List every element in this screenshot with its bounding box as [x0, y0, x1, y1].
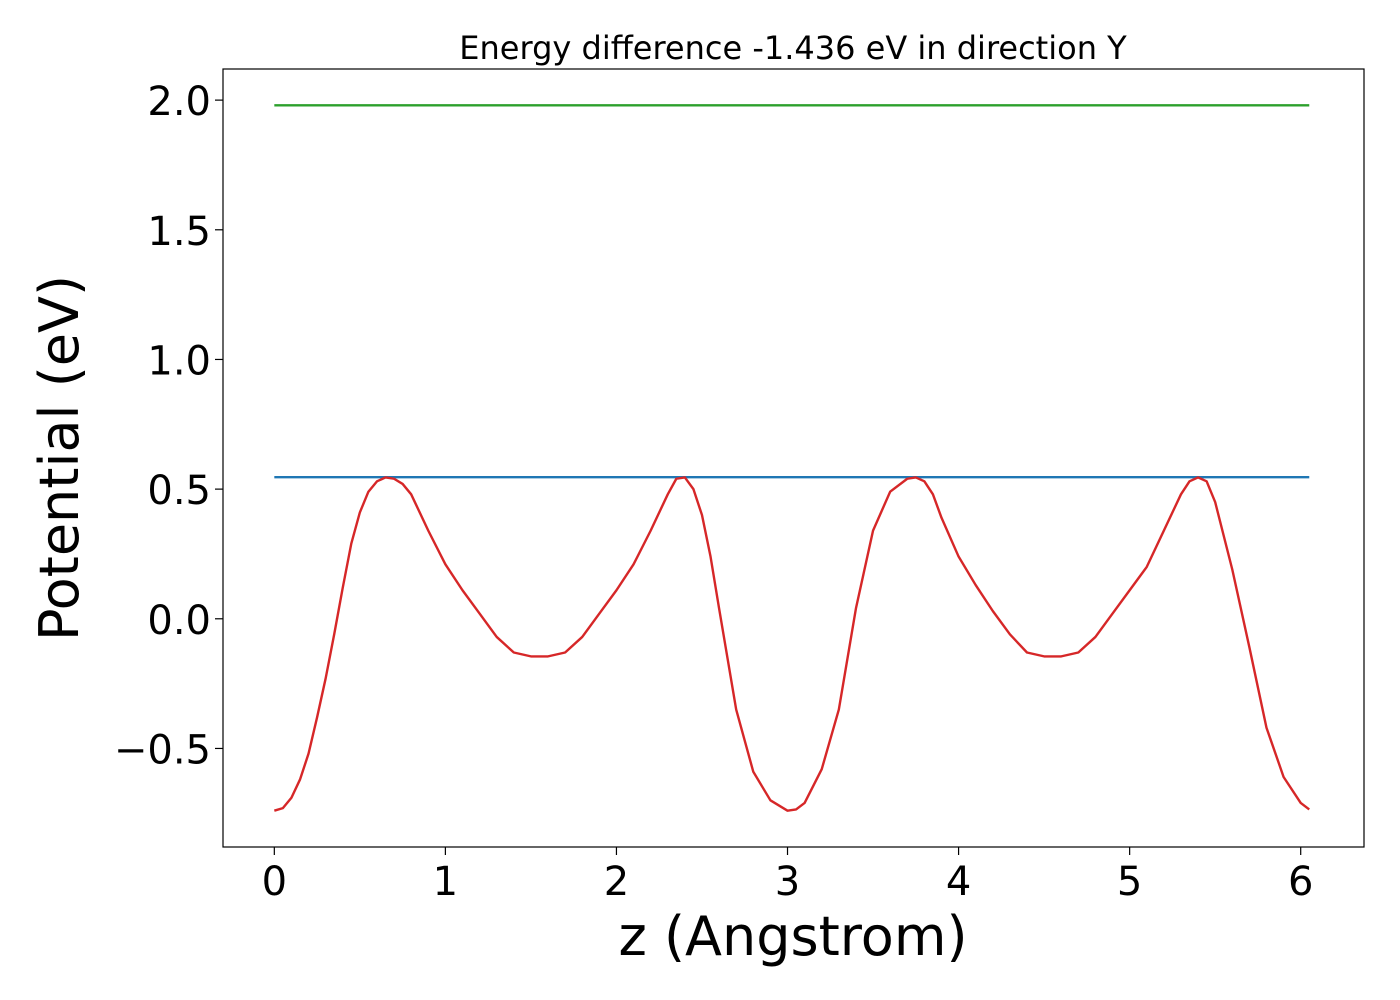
ticks-layer: 0 1 2 3 4 5 6 −0.5 0.0 0.5 1.0 1.5 2.0	[114, 79, 1314, 905]
x-tick-label: 1	[433, 859, 458, 905]
x-tick-label: 6	[1288, 859, 1313, 905]
x-tick-label: 2	[604, 859, 629, 905]
series-layer	[273, 104, 1310, 812]
x-axis-label: z (Angstrom)	[618, 905, 967, 968]
plot-frame	[222, 68, 1365, 848]
x-tick-label: 3	[775, 859, 800, 905]
y-tick-label: 1.5	[147, 209, 211, 255]
series-line-0	[273, 476, 1310, 812]
y-tick-label: −0.5	[114, 727, 211, 773]
x-tick-label: 0	[262, 859, 287, 905]
y-tick-label: 0.0	[147, 598, 211, 644]
y-tick-label: 2.0	[147, 79, 211, 125]
x-tick-label: 5	[1117, 859, 1142, 905]
chart-title: Energy difference -1.436 eV in direction…	[459, 29, 1127, 67]
y-tick-label: 0.5	[147, 468, 211, 514]
x-tick-label: 4	[946, 859, 971, 905]
y-tick-label: 1.0	[147, 338, 211, 384]
y-axis-label: Potential (eV)	[28, 275, 91, 641]
